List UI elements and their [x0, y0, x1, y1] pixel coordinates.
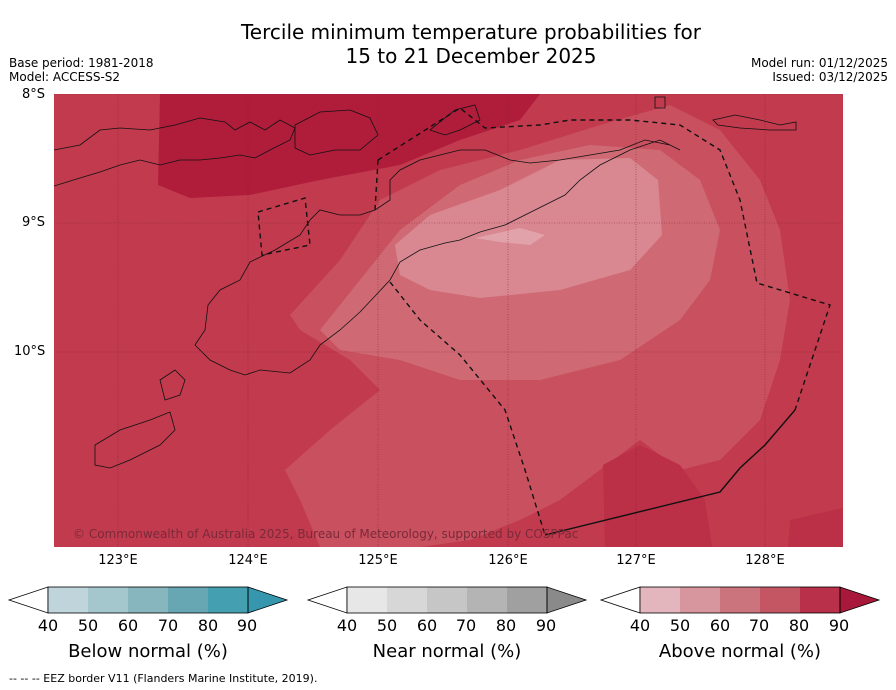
colorbar-swatch [88, 587, 128, 613]
meta-right: Model run: 01/12/2025 Issued: 03/12/2025 [751, 56, 888, 84]
colorbar-above-normal [599, 586, 881, 614]
coastline-alor [294, 109, 379, 156]
cb2-tick: 90 [828, 616, 850, 635]
eez-border-solid [544, 409, 796, 536]
base-period: Base period: 1981-2018 [9, 56, 154, 70]
colorbar-swatch [347, 587, 387, 613]
lower-dark-region [603, 445, 712, 547]
colorbar-near-normal [306, 586, 588, 614]
colorbar-label-above: Above normal (%) [658, 641, 822, 662]
cb0-tick: 70 [157, 616, 179, 635]
colorbar-swatch [387, 587, 427, 613]
coastline-rote [159, 369, 186, 401]
cb1-tick: 70 [455, 616, 477, 635]
lat-label-8s: 8°S [22, 87, 46, 102]
colorbar-swatch [427, 587, 467, 613]
eez-border-south [389, 281, 546, 536]
colorbar-swatch [128, 587, 168, 613]
colorbar-over-arrow [247, 586, 289, 614]
coastline-sawu [94, 411, 176, 469]
lon-label-126e: 126°E [488, 553, 528, 568]
model-name: Model: ACCESS-S2 [9, 70, 121, 84]
cb2-tick: 80 [788, 616, 810, 635]
lower-right-dark-region [788, 508, 843, 547]
eez-borders [257, 107, 831, 536]
cb1-tick: 80 [495, 616, 517, 635]
colorbar-swatch [760, 587, 800, 613]
colorbar-swatch [208, 587, 248, 613]
colorbar-outline [47, 586, 249, 614]
colorbar-over-arrow [546, 586, 588, 614]
lon-label-124e: 124°E [228, 553, 268, 568]
probability-field [54, 94, 843, 547]
cb0-tick: 60 [117, 616, 139, 635]
colorbar-below-normal [7, 586, 289, 614]
colorbar-over-arrow [839, 586, 881, 614]
cb0-tick: 40 [37, 616, 59, 635]
coastline-wetar [429, 104, 481, 136]
colorbar-under-arrow [7, 586, 49, 614]
colorbar-swatch [507, 587, 547, 613]
cb2-tick: 50 [669, 616, 691, 635]
colorbar-swatch [48, 587, 88, 613]
lat-label-9s: 9°S [22, 215, 46, 230]
cb0-tick: 80 [197, 616, 219, 635]
model-run: Model run: 01/12/2025 [750, 56, 888, 70]
eez-legend-footer: -- -- -- EEZ border V11 (Flanders Marine… [9, 672, 318, 685]
colorbar-outline [639, 586, 841, 614]
coastline-eastern-isles [654, 96, 797, 131]
title-line-2: 15 to 21 December 2025 [345, 44, 597, 68]
colorbar-swatch [680, 587, 720, 613]
cb2-tick: 70 [748, 616, 770, 635]
colorbar-under-arrow [306, 586, 348, 614]
colorbar-under-arrow [599, 586, 641, 614]
colorbar-swatch [720, 587, 760, 613]
colorbars [7, 586, 881, 614]
map-title: Tercile minimum temperature probabilitie… [0, 20, 896, 68]
lat-label-10s: 10°S [14, 344, 46, 359]
colorbar-outline [346, 586, 548, 614]
copyright-notice: © Commonwealth of Australia 2025, Bureau… [73, 527, 579, 541]
meta-left: Base period: 1981-2018 Model: ACCESS-S2 [9, 56, 154, 84]
coastline-flores [54, 117, 296, 187]
colorbar-swatch [467, 587, 507, 613]
coastlines [54, 96, 797, 469]
cb1-tick: 90 [535, 616, 557, 635]
title-line-1: Tercile minimum temperature probabilitie… [240, 20, 702, 44]
lon-label-127e: 127°E [616, 553, 656, 568]
cb2-tick: 60 [709, 616, 731, 635]
cb0-tick: 50 [77, 616, 99, 635]
lightest-spot-region [475, 228, 545, 245]
darker-band-region [158, 94, 540, 198]
coastline-timor-north [194, 139, 681, 376]
colorbar-swatch [800, 587, 840, 613]
graticule [54, 94, 843, 547]
cb0-tick: 90 [236, 616, 258, 635]
lon-label-128e: 128°E [745, 553, 785, 568]
colorbar-label-near: Near normal (%) [372, 641, 522, 662]
cb1-tick: 60 [416, 616, 438, 635]
colorbar-swatch [168, 587, 208, 613]
lon-label-123e: 123°E [98, 553, 138, 568]
cb1-tick: 40 [336, 616, 358, 635]
lightest-probability-region [395, 158, 662, 298]
cb1-tick: 50 [376, 616, 398, 635]
colorbar-label-below: Below normal (%) [68, 641, 228, 662]
cb2-tick: 40 [629, 616, 651, 635]
eez-border-north [374, 107, 831, 411]
colorbar-swatch [640, 587, 680, 613]
lon-label-125e: 125°E [358, 553, 398, 568]
issued-date: Issued: 03/12/2025 [772, 70, 888, 84]
